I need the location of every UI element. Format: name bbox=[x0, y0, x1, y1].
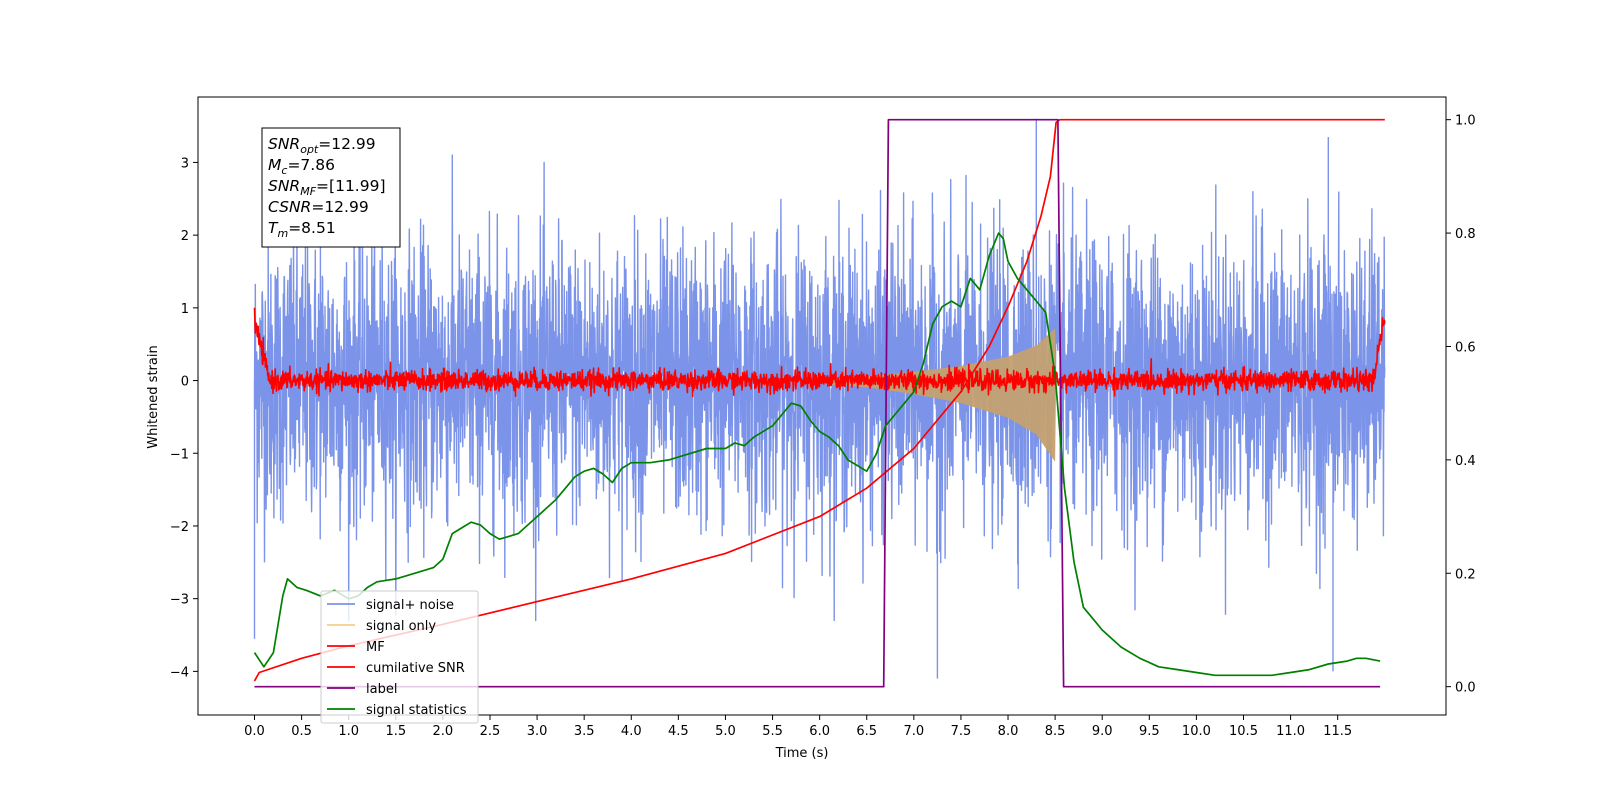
x-tick-label: 2.5 bbox=[480, 724, 501, 739]
y-tick-label: 1 bbox=[181, 302, 189, 317]
info-line: Tm=8.51 bbox=[268, 219, 336, 240]
x-tick-label: 8.0 bbox=[998, 724, 1019, 739]
info-line-value: =7.86 bbox=[287, 156, 335, 174]
series-2-mf bbox=[253, 307, 1386, 398]
info-line-subscript: c bbox=[281, 164, 287, 177]
info-box-frame bbox=[261, 127, 401, 248]
legend-label: MF bbox=[366, 640, 385, 655]
series-1-signal-only bbox=[819, 328, 1057, 462]
x-tick-label: 1.5 bbox=[385, 724, 406, 739]
x-tick-label: 4.0 bbox=[621, 724, 642, 739]
x-axis-label: Time (s) bbox=[775, 746, 829, 761]
x-tick-label: 7.0 bbox=[903, 724, 924, 739]
x-tick-label: 6.5 bbox=[856, 724, 877, 739]
y-tick-label: −1 bbox=[170, 447, 189, 462]
info-box: SNRopt=12.99Mc=7.86SNRMF=[11.99]CSNR=12.… bbox=[261, 127, 401, 248]
legend-frame bbox=[320, 590, 479, 724]
y2-tick-label: 1.0 bbox=[1455, 114, 1476, 129]
x-tick-label: 8.5 bbox=[1045, 724, 1066, 739]
info-line-value: =12.99 bbox=[318, 135, 375, 153]
y-axis-label: Whitened strain bbox=[146, 345, 161, 448]
info-line: SNRopt=12.99 bbox=[268, 135, 376, 156]
legend-label: cumilative SNR bbox=[366, 661, 465, 676]
y2-tick-label: 0.8 bbox=[1455, 227, 1476, 242]
y-tick-label: −3 bbox=[170, 593, 189, 608]
info-line-subscript: m bbox=[277, 227, 288, 240]
y-tick-label: −2 bbox=[170, 520, 189, 535]
x-tick-label: 4.5 bbox=[668, 724, 689, 739]
info-line-symbol: CSNR bbox=[268, 198, 311, 216]
info-line: Mc=7.86 bbox=[268, 156, 335, 177]
legend: signal+ noise signal only MF cumilative SNR… bbox=[320, 590, 479, 724]
x-tick-label: 0.5 bbox=[291, 724, 312, 739]
info-line-subscript: MF bbox=[300, 185, 316, 198]
info-line: SNRMF=[11.99] bbox=[268, 177, 386, 198]
x-tick-label: 5.5 bbox=[762, 724, 783, 739]
x-tick-label: 7.5 bbox=[951, 724, 972, 739]
x-tick-label: 0.0 bbox=[244, 724, 265, 739]
info-line-symbol: SNR bbox=[268, 177, 300, 195]
x-tick-label: 10.5 bbox=[1229, 724, 1258, 739]
x-tick-label: 2.0 bbox=[433, 724, 454, 739]
y2-tick-label: 0.6 bbox=[1455, 340, 1476, 355]
series-5-signal-statistics bbox=[253, 232, 1381, 677]
legend-label: signal only bbox=[366, 619, 436, 634]
info-line-symbol: M bbox=[268, 156, 281, 174]
info-line-value: =8.51 bbox=[288, 219, 336, 237]
series-0-signal-noise bbox=[253, 118, 1386, 679]
y2-tick-label: 0.2 bbox=[1455, 567, 1476, 582]
y-tick-label: −4 bbox=[170, 665, 189, 680]
x-tick-label: 6.0 bbox=[809, 724, 830, 739]
x-tick-label: 9.0 bbox=[1092, 724, 1113, 739]
x-tick-label: 11.5 bbox=[1323, 724, 1352, 739]
y-tick-label: 0 bbox=[181, 375, 189, 390]
x-tick-label: 3.5 bbox=[574, 724, 595, 739]
y-tick-label: 2 bbox=[181, 229, 189, 244]
y2-tick-label: 0.0 bbox=[1455, 681, 1476, 696]
x-tick-label: 10.0 bbox=[1182, 724, 1211, 739]
y-tick-label: 3 bbox=[181, 156, 189, 171]
info-line-value: =12.99 bbox=[311, 198, 368, 216]
x-tick-label: 9.5 bbox=[1139, 724, 1160, 739]
series-4-label bbox=[254, 118, 1381, 688]
x-tick-label: 3.0 bbox=[527, 724, 548, 739]
legend-label: signal+ noise bbox=[366, 598, 454, 613]
legend-label: signal statistics bbox=[366, 703, 467, 718]
axes: 0.0 0.5 1.0 1.5 2.0 2.5 3.0 3.5 4.0 4.5 5.0 5.5 6.0 6… bbox=[170, 96, 1476, 739]
info-line: CSNR=12.99 bbox=[268, 198, 369, 216]
legend-label: label bbox=[366, 682, 397, 697]
info-line-value: =[11.99] bbox=[316, 177, 385, 195]
y2-tick-label: 0.4 bbox=[1455, 454, 1476, 469]
x-tick-label: 1.0 bbox=[338, 724, 359, 739]
x-tick-label: 5.0 bbox=[715, 724, 736, 739]
x-tick-label: 11.0 bbox=[1276, 724, 1305, 739]
plot-frame bbox=[197, 96, 1447, 716]
info-line-subscript: opt bbox=[300, 143, 319, 156]
info-line-symbol: T bbox=[268, 219, 279, 237]
info-line-symbol: SNR bbox=[268, 135, 300, 153]
